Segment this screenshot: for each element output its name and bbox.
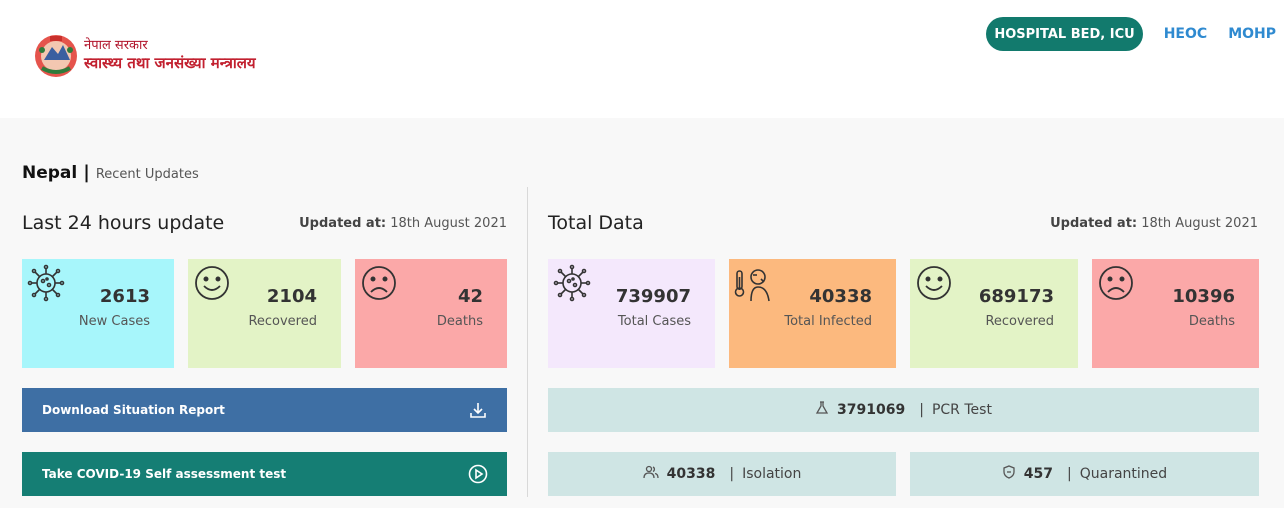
total-infected-card: 40338 Total Infected xyxy=(729,259,896,368)
smile-face-icon xyxy=(192,263,232,303)
quarantined-value: 457 xyxy=(1023,466,1054,482)
recovered-24h-card: 2104 Recovered xyxy=(188,259,341,368)
recovered-24h-label: Recovered xyxy=(248,314,317,329)
isolation-separator: | xyxy=(729,466,735,482)
virus-icon xyxy=(552,263,592,303)
download-icon xyxy=(468,400,488,420)
total-cases-label: Total Cases xyxy=(617,314,691,329)
smile-face-icon xyxy=(914,263,954,303)
total-data-title: Total Data xyxy=(548,212,644,234)
new-cases-value: 2613 xyxy=(99,286,150,307)
total-updated-date: 18th August 2021 xyxy=(1141,216,1258,231)
deaths-24h-label: Deaths xyxy=(436,314,483,329)
total-deaths-card: 10396 Deaths xyxy=(1092,259,1259,368)
top-nav: HOSPITAL BED, ICU HEOC MOHP xyxy=(986,17,1276,51)
pcr-test-label: PCR Test xyxy=(931,402,992,418)
total-updated-label: Updated at: xyxy=(1050,216,1138,231)
breadcrumb-country: Nepal xyxy=(22,163,78,183)
isolation-stat: 40338 | Isolation xyxy=(548,452,896,496)
nav-link-mohp[interactable]: MOHP xyxy=(1228,26,1276,42)
last24-updated-label: Updated at: xyxy=(299,216,387,231)
new-cases-label: New Cases xyxy=(78,314,150,329)
nepal-emblem-icon xyxy=(30,30,82,80)
deaths-24h-card: 42 Deaths xyxy=(355,259,507,368)
total-infected-label: Total Infected xyxy=(784,314,872,329)
people-icon xyxy=(642,465,659,483)
sad-face-icon xyxy=(359,263,399,303)
breadcrumb: Nepal | Recent Updates xyxy=(22,162,199,183)
sad-face-icon xyxy=(1096,263,1136,303)
quarantined-label: Quarantined xyxy=(1079,466,1168,482)
header: नेपाल सरकार स्वास्थ्य तथा जनसंख्या मन्त्… xyxy=(0,0,1284,118)
virus-icon xyxy=(26,263,66,303)
quarantined-stat: 457 | Quarantined xyxy=(910,452,1259,496)
total-recovered-value: 689173 xyxy=(978,286,1054,307)
last24-updated-date: 18th August 2021 xyxy=(390,216,507,231)
isolation-label: Isolation xyxy=(742,466,802,482)
logo-line-1: नेपाल सरकार xyxy=(84,38,148,54)
quarantined-separator: | xyxy=(1067,466,1072,482)
isolation-value: 40338 xyxy=(666,466,716,482)
pcr-test-value: 3791069 xyxy=(837,402,906,418)
main-content: Nepal | Recent Updates Last 24 hours upd… xyxy=(0,118,1284,508)
ministry-logo[interactable]: नेपाल सरकार स्वास्थ्य तथा जनसंख्या मन्त्… xyxy=(30,30,256,80)
breadcrumb-subtitle: Recent Updates xyxy=(95,167,199,182)
total-deaths-value: 10396 xyxy=(1172,286,1235,307)
deaths-24h-value: 42 xyxy=(457,286,483,307)
download-situation-report-label: Download Situation Report xyxy=(42,403,225,417)
total-updated: Updated at: 18th August 2021 xyxy=(1050,216,1258,231)
last24-updated: Updated at: 18th August 2021 xyxy=(299,216,507,231)
total-recovered-card: 689173 Recovered xyxy=(910,259,1078,368)
sick-person-thermometer-icon xyxy=(733,263,773,303)
last24-title: Last 24 hours update xyxy=(22,212,225,234)
total-infected-value: 40338 xyxy=(809,286,872,307)
total-cases-value: 739907 xyxy=(615,286,691,307)
shield-icon xyxy=(1002,465,1016,483)
total-cases-card: 739907 Total Cases xyxy=(548,259,715,368)
section-divider xyxy=(527,187,528,497)
pcr-test-stat: 3791069 | PCR Test xyxy=(548,388,1259,432)
flask-icon xyxy=(815,401,829,419)
new-cases-card: 2613 New Cases xyxy=(22,259,174,368)
breadcrumb-separator: | xyxy=(83,162,90,183)
self-assessment-test-label: Take COVID-19 Self assessment test xyxy=(42,467,287,481)
download-situation-report-button[interactable]: Download Situation Report xyxy=(22,388,507,432)
nav-link-heoc[interactable]: HEOC xyxy=(1163,26,1208,42)
hospital-bed-icu-button[interactable]: HOSPITAL BED, ICU xyxy=(986,17,1143,51)
recovered-24h-value: 2104 xyxy=(266,286,317,307)
pcr-test-separator: | xyxy=(919,402,924,418)
total-deaths-label: Deaths xyxy=(1188,314,1235,329)
logo-line-2: स्वास्थ्य तथा जनसंख्या मन्त्रालय xyxy=(84,53,256,72)
self-assessment-test-button[interactable]: Take COVID-19 Self assessment test xyxy=(22,452,507,496)
play-circle-icon xyxy=(468,464,488,484)
total-recovered-label: Recovered xyxy=(985,314,1054,329)
